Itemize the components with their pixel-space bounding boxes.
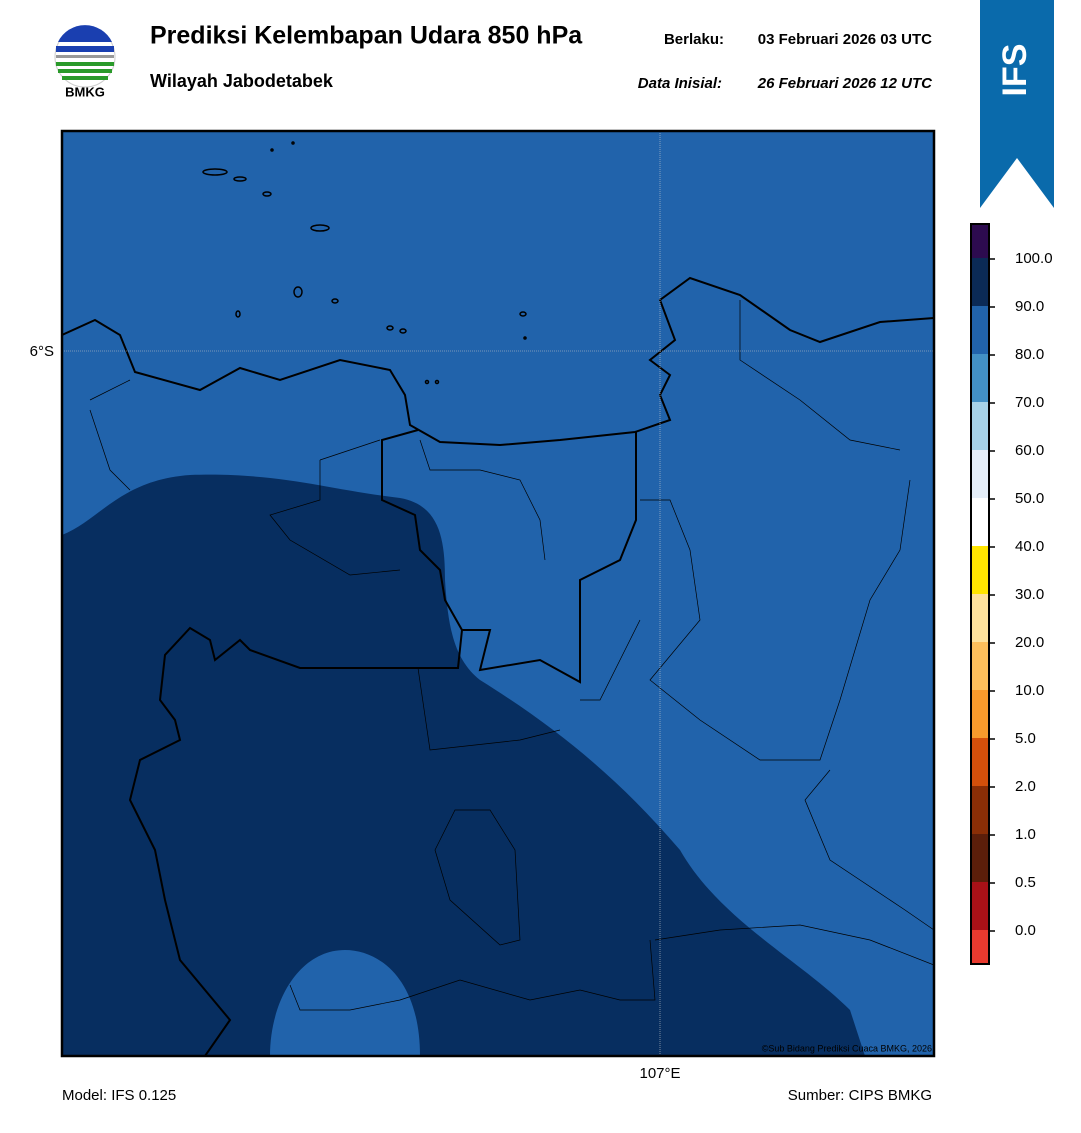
colorbar-label: 100.0 bbox=[1015, 250, 1053, 267]
colorbar-cell bbox=[971, 882, 989, 930]
title: Prediksi Kelembapan Udara 850 hPa bbox=[150, 22, 583, 50]
lon-label: 107°E bbox=[639, 1065, 680, 1082]
colorbar-label: 1.0 bbox=[1015, 826, 1036, 843]
colorbar-label: 0.5 bbox=[1015, 874, 1036, 891]
colorbar-label: 30.0 bbox=[1015, 586, 1044, 603]
colorbar-label: 60.0 bbox=[1015, 442, 1044, 459]
logo: BMKG bbox=[54, 25, 116, 99]
colorbar-cell bbox=[971, 594, 989, 642]
colorbar-label: 5.0 bbox=[1015, 730, 1036, 747]
badge bbox=[980, 0, 1054, 208]
colorbar-label: 2.0 bbox=[1015, 778, 1036, 795]
colorbar: 100.0 90.0 80.0 70.0 60.0 50.0 40.0 30.0 20.0 10.… bbox=[970, 223, 1053, 965]
footer-model: Model: IFS 0.125 bbox=[62, 1087, 176, 1104]
colorbar-cell bbox=[971, 642, 989, 690]
logo-text: BMKG bbox=[65, 84, 105, 99]
colorbar-cell bbox=[971, 258, 989, 306]
colorbar-frame bbox=[970, 223, 990, 965]
badge-text: IFS bbox=[996, 44, 1034, 97]
colorbar-cell bbox=[971, 498, 989, 546]
colorbar-cell bbox=[971, 930, 989, 964]
map: ©Sub Bidang Prediksi Cuaca BMKG, 2026 bbox=[62, 131, 934, 1056]
colorbar-cell bbox=[971, 306, 989, 354]
colorbar-label: 50.0 bbox=[1015, 490, 1044, 507]
colorbar-cell bbox=[971, 450, 989, 498]
colorbar-cell bbox=[971, 354, 989, 402]
valid-label: Berlaku: bbox=[664, 31, 724, 48]
init-label: Data Inisial: bbox=[638, 75, 722, 92]
lat-label: 6°S bbox=[30, 343, 54, 360]
init-value: 26 Februari 2026 12 UTC bbox=[757, 75, 933, 92]
colorbar-label: 70.0 bbox=[1015, 394, 1044, 411]
credit: ©Sub Bidang Prediksi Cuaca BMKG, 2026 bbox=[762, 1043, 932, 1053]
colorbar-label: 40.0 bbox=[1015, 538, 1044, 555]
colorbar-cell bbox=[971, 738, 989, 786]
colorbar-label: 90.0 bbox=[1015, 298, 1044, 315]
map-frame bbox=[60, 129, 936, 1058]
colorbar-cell bbox=[971, 690, 989, 738]
colorbar-label: 10.0 bbox=[1015, 682, 1044, 699]
colorbar-label: 20.0 bbox=[1015, 634, 1044, 651]
colorbar-cell bbox=[971, 546, 989, 594]
colorbar-cell bbox=[971, 786, 989, 834]
subtitle: Wilayah Jabodetabek bbox=[150, 71, 334, 91]
colorbar-cell bbox=[971, 224, 989, 258]
colorbar-label: 0.0 bbox=[1015, 922, 1036, 939]
colorbar-cell bbox=[971, 834, 989, 882]
colorbar-label: 80.0 bbox=[1015, 346, 1044, 363]
footer-source: Sumber: CIPS BMKG bbox=[788, 1087, 932, 1104]
colorbar-cell bbox=[971, 402, 989, 450]
valid-value: 03 Februari 2026 03 UTC bbox=[758, 31, 932, 48]
